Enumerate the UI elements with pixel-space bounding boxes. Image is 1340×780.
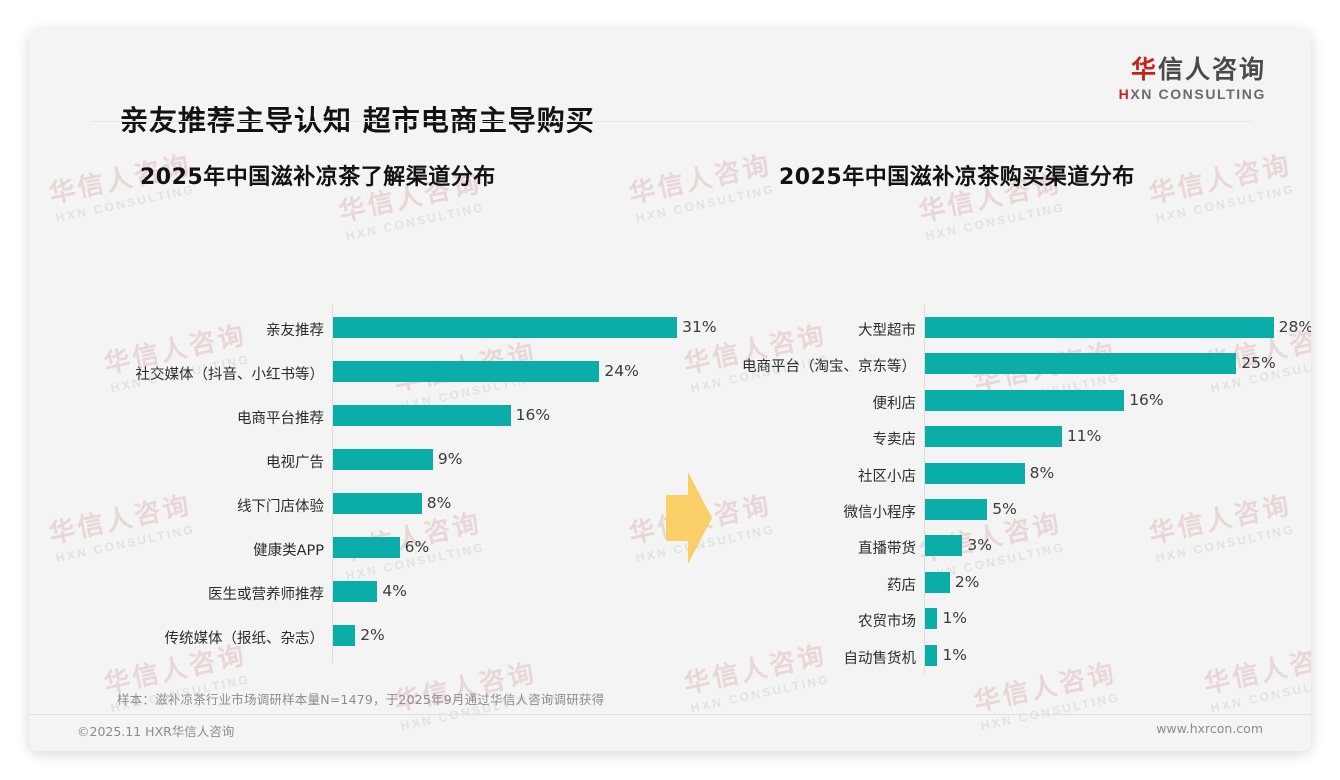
watermark-en: HXN CONSULTING xyxy=(634,181,777,226)
category-label: 药店 xyxy=(887,577,916,594)
footer-website: www.hxrcon.com xyxy=(1156,721,1263,736)
sample-footnote: 样本：滋补凉茶行业市场调研样本量N=1479，于2025年9月通过华信人咨询调研… xyxy=(117,692,605,707)
slide-card: 华信人咨询 HXN CONSULTING 华信人咨询 HXN CONSULTING 华信… xyxy=(29,29,1311,751)
bar xyxy=(333,405,511,426)
category-label: 大型超市 xyxy=(858,323,916,339)
bar xyxy=(925,535,963,557)
watermark-cn: 华信人咨询 xyxy=(391,658,540,718)
bar xyxy=(925,317,1274,338)
watermark-cn: 华信人咨询 xyxy=(626,150,775,210)
logo-en-first-char: H xyxy=(1118,86,1131,103)
watermark-cn: 华信人咨询 xyxy=(1146,490,1295,550)
bar xyxy=(925,608,938,630)
chart-awareness-title: 2025年中国滋补凉茶了解渠道分布 xyxy=(140,165,496,190)
logo-en-rest: XN CONSULTING xyxy=(1130,86,1266,103)
header-divider xyxy=(91,121,1251,122)
category-label: 自动售货机 xyxy=(843,650,917,667)
footer-divider xyxy=(29,714,1311,715)
category-label: 医生或营养师推荐 xyxy=(208,587,324,603)
bar-value-label: 4% xyxy=(382,582,407,600)
watermark-en: HXN CONSULTING xyxy=(924,199,1067,244)
category-label: 专卖店 xyxy=(872,432,917,449)
bar-value-label: 31% xyxy=(682,318,717,336)
category-label: 健康类APP xyxy=(253,543,324,559)
bar-value-label: 1% xyxy=(942,609,968,628)
bar xyxy=(333,317,678,338)
category-label: 电商平台推荐 xyxy=(237,411,324,427)
company-logo: 华信人咨询 HXN CONSULTING xyxy=(1119,55,1266,102)
bar xyxy=(333,449,433,470)
bar-value-label: 28% xyxy=(1278,318,1311,336)
bar xyxy=(925,426,1062,448)
footer-copyright: ©2025.11 HXR华信人咨询 xyxy=(77,724,235,739)
category-label: 电视广告 xyxy=(266,455,324,471)
watermark-en: HXN CONSULTING xyxy=(1209,671,1311,716)
bar-value-label: 24% xyxy=(604,362,639,380)
category-label: 传统媒体（报纸、杂志） xyxy=(164,631,325,647)
bar xyxy=(925,571,950,593)
logo-cn-rest: 信人咨询 xyxy=(1157,55,1266,84)
chart-awareness: 2025年中国滋补凉茶了解渠道分布 亲友推荐 31% 社交媒体（抖音、小红书等） 24… xyxy=(136,159,717,663)
watermark-en: HXN CONSULTING xyxy=(1154,521,1297,566)
bar-value-label: 16% xyxy=(1129,390,1164,409)
chart-purchase-title: 2025年中国滋补凉茶购买渠道分布 xyxy=(779,165,1135,190)
bar-value-label: 11% xyxy=(1066,427,1102,446)
chart-axis-line xyxy=(332,305,333,663)
category-label: 社交媒体（抖音、小红书等） xyxy=(135,367,325,383)
watermark-cn: 华信人咨询 xyxy=(971,658,1120,718)
category-label: 社区小店 xyxy=(858,468,916,485)
bar xyxy=(333,581,378,602)
bar-value-label: 8% xyxy=(426,494,452,512)
bar-value-label: 3% xyxy=(967,536,992,555)
bar xyxy=(333,361,600,382)
bar-value-label: 9% xyxy=(437,450,463,468)
watermark-en: HXN CONSULTING xyxy=(689,671,832,716)
right-arrow-icon xyxy=(666,472,712,564)
category-label: 直播带货 xyxy=(858,541,916,558)
category-label: 农贸市场 xyxy=(858,614,916,631)
bar xyxy=(925,353,1237,375)
watermark-cn: 华信人咨询 xyxy=(1201,640,1311,700)
category-label: 微信小程序 xyxy=(843,505,917,521)
category-label: 便利店 xyxy=(872,395,917,412)
chart-axis-line xyxy=(924,305,925,675)
category-label: 线下门店体验 xyxy=(237,499,324,515)
watermark-cn: 华信人咨询 xyxy=(681,640,830,700)
bar-value-label: 5% xyxy=(992,500,1017,518)
bar-value-label: 1% xyxy=(942,645,968,664)
bar-value-label: 25% xyxy=(1241,354,1276,373)
bar-value-label: 8% xyxy=(1029,463,1055,482)
bar-value-label: 2% xyxy=(360,626,385,644)
bar xyxy=(925,389,1125,411)
page-title: 亲友推荐主导认知 超市电商主导购买 xyxy=(120,104,595,137)
bar-value-label: 6% xyxy=(404,538,430,556)
bar xyxy=(333,625,356,646)
bar xyxy=(925,499,988,520)
bar xyxy=(925,644,938,666)
bar xyxy=(333,493,422,514)
watermark-en: HXN CONSULTING xyxy=(344,199,487,244)
bar xyxy=(333,537,400,558)
bar-value-label: 16% xyxy=(515,406,551,424)
logo-cn-first-char: 华 xyxy=(1130,55,1158,84)
bar xyxy=(925,462,1025,484)
logo-cn-text: 华信人咨询 xyxy=(1119,55,1266,84)
watermark-en: HXN CONSULTING xyxy=(979,689,1122,734)
category-label: 亲友推荐 xyxy=(266,323,324,339)
category-label: 电商平台（淘宝、京东等） xyxy=(742,359,916,376)
bar-value-label: 2% xyxy=(954,572,980,591)
chart-purchase: 2025年中国滋补凉茶购买渠道分布 大型超市 28% 电商平台（淘宝、京东等） 25%… xyxy=(742,159,1311,675)
logo-en-text: HXN CONSULTING xyxy=(1119,86,1266,102)
